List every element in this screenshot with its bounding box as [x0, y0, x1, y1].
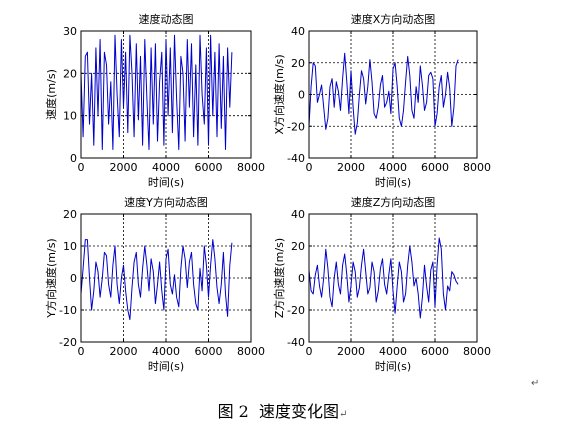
caption-return-mark: ↵	[339, 409, 348, 420]
y-axis-label: Z方向速度(m/s)	[272, 238, 286, 318]
y-tick-label: 10	[63, 240, 77, 253]
y-tick-label: -40	[287, 152, 305, 165]
x-tick-label: 6000	[195, 345, 223, 358]
y-tick-label: 20	[63, 208, 77, 221]
caption-text: 速度变化图	[259, 402, 340, 421]
x-tick-label: 2000	[337, 345, 365, 358]
y-tick-label: -10	[59, 304, 77, 317]
y-tick-label: 0	[298, 272, 305, 285]
x-tick-label: 0	[78, 345, 85, 358]
y-tick-label: 40	[291, 25, 305, 38]
x-tick-label: 2000	[337, 161, 365, 174]
x-tick-label: 4000	[379, 345, 407, 358]
x-axis-label: 时间(s)	[375, 176, 411, 189]
x-tick-label: 2000	[110, 161, 138, 174]
y-tick-label: 10	[63, 110, 77, 123]
x-tick-label: 4000	[379, 161, 407, 174]
series-line	[308, 237, 459, 319]
x-tick-label: 4000	[152, 161, 180, 174]
y-tick-label: 20	[291, 57, 305, 70]
y-tick-label: 40	[291, 208, 305, 221]
y-tick-label: 0	[70, 152, 77, 165]
x-axis-label: 时间(s)	[148, 360, 184, 373]
chart-title: 速度X方向动态图	[351, 12, 436, 26]
series-line	[308, 52, 459, 135]
x-axis-label: 时间(s)	[148, 176, 184, 189]
x-tick-label: 6000	[421, 345, 449, 358]
y-tick-label: -20	[287, 120, 305, 133]
y-tick-label: 0	[70, 272, 77, 285]
x-tick-label: 0	[78, 161, 85, 174]
y-tick-label: 20	[291, 240, 305, 253]
y-tick-label: 30	[63, 25, 77, 38]
x-tick-label: 2000	[110, 345, 138, 358]
x-tick-label: 6000	[195, 161, 223, 174]
y-tick-label: 20	[63, 67, 77, 80]
x-tick-label: 8000	[237, 161, 265, 174]
x-axis-label: 时间(s)	[375, 360, 411, 373]
y-axis-label: X方向速度(m/s)	[272, 54, 286, 134]
paragraph-return-mark: ↵	[531, 378, 540, 389]
chart-title: 速度动态图	[139, 12, 194, 26]
chart-panel-2: 0 2000 4000 6000 8000 -40 -20 0 20 40 速度X方向动态图时间(s…	[272, 12, 491, 189]
caption-number: 图 2	[217, 402, 249, 421]
series-line	[80, 34, 233, 150]
x-tick-label: 0	[306, 345, 313, 358]
y-axis-label: Y方向速度(m/s)	[44, 238, 58, 318]
y-axis-label: 速度(m/s)	[44, 69, 58, 120]
x-tick-label: 6000	[421, 161, 449, 174]
x-tick-label: 0	[306, 161, 313, 174]
y-tick-label: -20	[287, 304, 305, 317]
figure-caption: 图 2 速度变化图↵	[0, 398, 565, 422]
chart-title: 速度Z方向动态图	[351, 195, 436, 209]
chart-title: 速度Y方向动态图	[124, 195, 208, 209]
x-tick-label: 8000	[463, 345, 491, 358]
chart-panel-3: 0 2000 4000 6000 8000 -20 -10 0 10 20 速度Y方向动态图时间(s…	[44, 195, 265, 373]
y-tick-label: -20	[59, 336, 77, 349]
y-tick-label: 0	[298, 89, 305, 102]
x-tick-label: 8000	[237, 345, 265, 358]
x-tick-label: 8000	[463, 161, 491, 174]
chart-panel-4: 0 2000 4000 6000 8000 -40 -20 0 20 40 速度Z方向动态图时间(s…	[272, 195, 491, 373]
y-tick-label: -40	[287, 336, 305, 349]
x-tick-label: 4000	[152, 345, 180, 358]
series-line	[80, 239, 233, 321]
